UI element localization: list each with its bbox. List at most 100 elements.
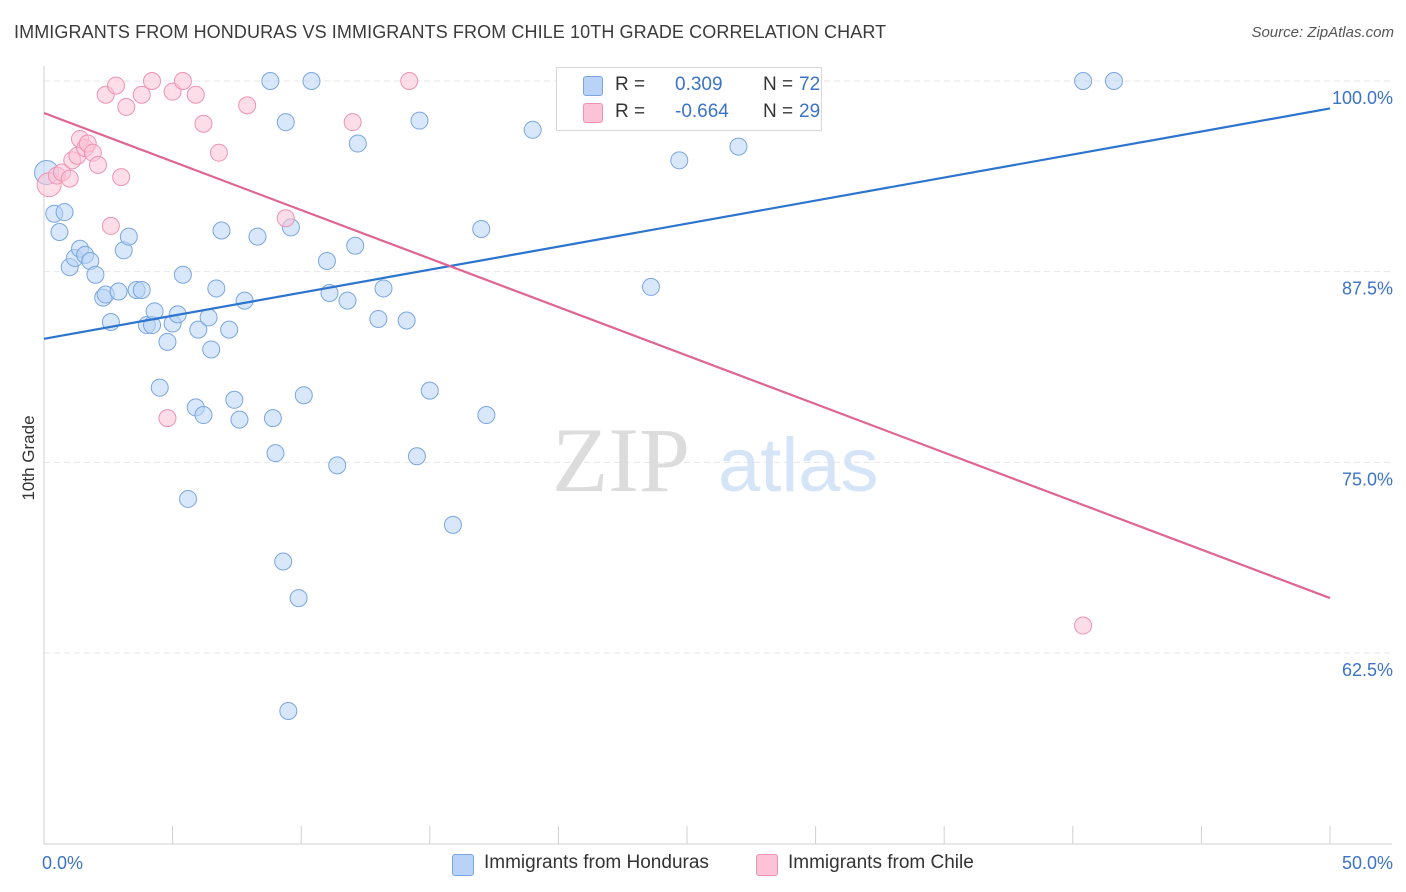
honduras-point	[220, 320, 239, 339]
honduras-point	[266, 444, 285, 463]
chile-point	[60, 169, 79, 188]
chile-legend-swatch	[756, 854, 778, 876]
honduras-point	[55, 203, 74, 222]
honduras-point	[207, 279, 226, 298]
chile-point	[1074, 616, 1093, 635]
honduras-point	[1104, 72, 1123, 90]
honduras-point	[276, 113, 295, 132]
honduras-point	[641, 277, 660, 296]
honduras-point	[294, 386, 313, 405]
chile-point	[400, 72, 419, 90]
honduras-point	[472, 219, 491, 238]
chile-point	[343, 113, 362, 132]
honduras-point	[279, 701, 298, 720]
honduras-point	[261, 72, 280, 90]
r-label: R =	[615, 101, 646, 122]
watermark-atlas: atlas	[718, 423, 879, 508]
chile-point	[238, 96, 257, 115]
legend-label-chile: Immigrants from Chile	[788, 852, 974, 873]
chile-point	[132, 85, 151, 104]
tick-label-layer: 100.0% 87.5% 75.0% 62.5% 0.0% 50.0%	[42, 88, 1393, 873]
series-legend: Immigrants from Honduras Immigrants from…	[0, 852, 1406, 878]
r-label: R =	[615, 74, 646, 95]
honduras-point	[477, 406, 496, 425]
n-value: 72	[799, 74, 821, 95]
honduras-point	[369, 309, 388, 328]
honduras-point	[420, 381, 439, 400]
honduras-point	[86, 265, 105, 284]
honduras-point	[670, 151, 689, 170]
honduras-point	[729, 137, 748, 156]
honduras-point	[274, 552, 293, 571]
source-label: Source: ZipAtlas.com	[1251, 24, 1394, 41]
honduras-point	[173, 265, 192, 284]
chile-point	[89, 155, 108, 174]
honduras-point	[523, 120, 542, 139]
chile-point	[186, 85, 205, 104]
chile-point	[209, 143, 228, 162]
chile-point	[158, 409, 177, 428]
honduras-point	[179, 489, 198, 508]
n-value: 29	[799, 101, 821, 122]
y-tick-label: 62.5%	[1342, 660, 1393, 680]
honduras-point	[189, 320, 208, 339]
axis-layer	[43, 66, 1392, 845]
honduras-point	[248, 227, 267, 246]
honduras-point	[289, 589, 308, 608]
honduras-point	[410, 111, 429, 130]
honduras-point	[225, 390, 244, 409]
honduras-swatch	[583, 76, 603, 96]
n-label: N =	[763, 74, 794, 95]
chile-point	[143, 72, 162, 90]
legend-label-honduras: Immigrants from Honduras	[484, 852, 709, 873]
honduras-point	[50, 223, 69, 242]
honduras-point	[302, 72, 321, 90]
chart-title: IMMIGRANTS FROM HONDURAS VS IMMIGRANTS F…	[14, 22, 887, 42]
n-label: N =	[763, 101, 794, 122]
honduras-point	[109, 282, 128, 301]
honduras-point	[328, 456, 347, 475]
stats-legend: R = 0.309 N = 72 R = -0.664 N = 29	[556, 67, 822, 131]
r-value: -0.664	[675, 101, 729, 122]
chile-point	[112, 168, 131, 187]
honduras-point	[202, 340, 221, 359]
honduras-point	[158, 332, 177, 351]
y-tick-label: 100.0%	[1332, 88, 1393, 108]
chile-trend-line	[43, 112, 1331, 600]
honduras-point	[132, 280, 151, 299]
y-tick-label: 75.0%	[1342, 469, 1393, 489]
honduras-point	[374, 279, 393, 298]
honduras-point	[346, 236, 365, 255]
honduras-point	[230, 410, 249, 429]
honduras-point	[235, 291, 254, 310]
honduras-point	[443, 515, 462, 534]
chile-point	[101, 216, 120, 235]
honduras-point	[119, 227, 138, 246]
honduras-point	[150, 378, 169, 397]
chile-point	[276, 209, 295, 228]
trend-layer	[43, 107, 1331, 600]
honduras-point	[1074, 72, 1093, 90]
y-axis-label: 10th Grade	[19, 415, 38, 500]
honduras-point	[348, 134, 367, 153]
honduras-point	[338, 291, 357, 310]
honduras-point	[407, 447, 426, 466]
honduras-point	[194, 406, 213, 425]
honduras-point	[263, 409, 282, 428]
y-tick-label: 87.5%	[1342, 279, 1393, 299]
chile-point	[117, 97, 136, 116]
x-tick-label: 50.0%	[1342, 853, 1393, 873]
honduras-point	[397, 311, 416, 330]
chile-point	[194, 114, 213, 133]
chile-point	[173, 72, 192, 90]
chile-point	[107, 76, 126, 95]
watermark-zip: ZIP	[552, 409, 690, 511]
x-tick-label: 0.0%	[42, 853, 83, 873]
honduras-trend-line	[43, 107, 1331, 340]
r-value: 0.309	[675, 74, 723, 95]
watermark: ZIP atlas	[552, 409, 879, 511]
honduras-legend-swatch	[452, 854, 474, 876]
honduras-point	[317, 251, 336, 270]
chile-swatch	[583, 103, 603, 123]
